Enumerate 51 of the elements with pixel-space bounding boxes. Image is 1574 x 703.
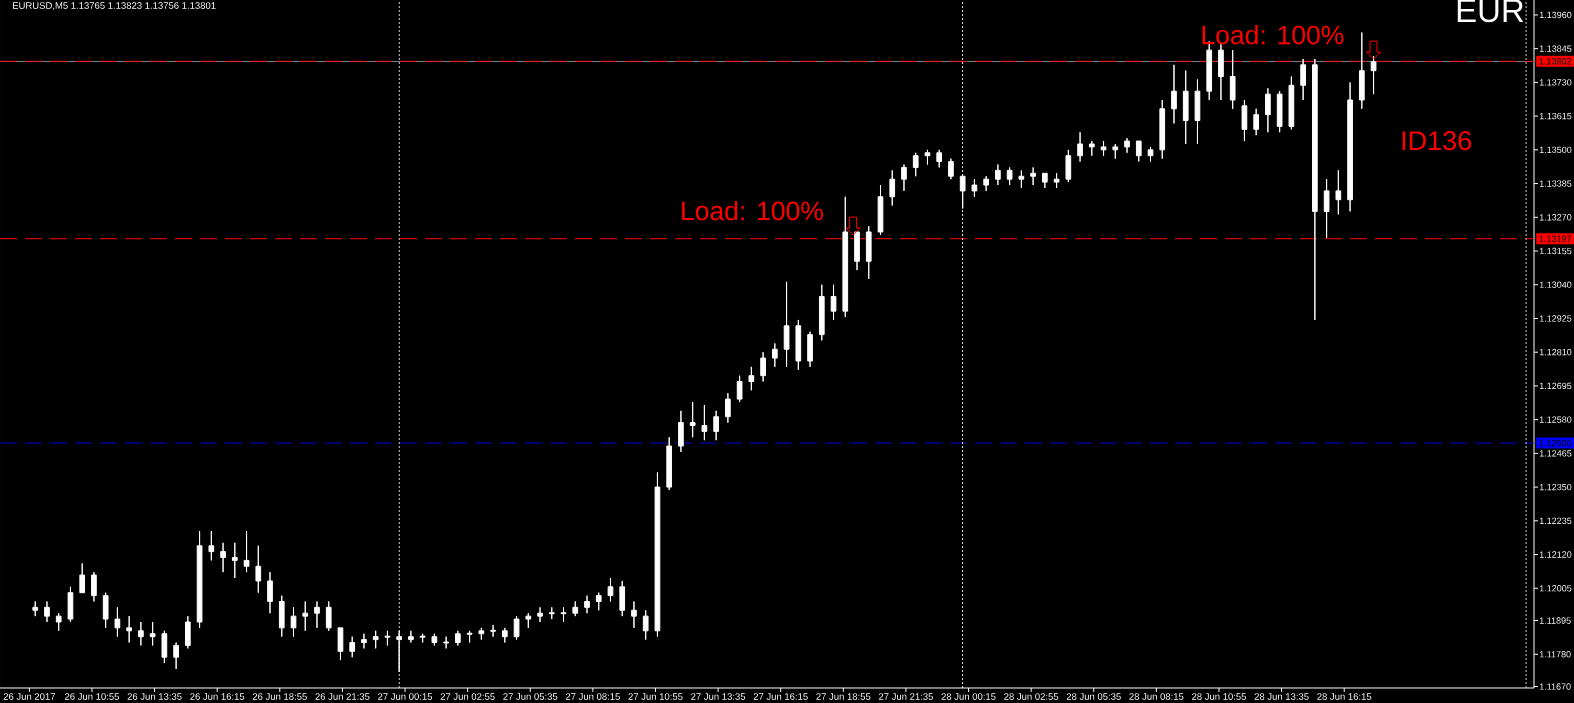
chart-title: EURUSD,M5 1.13765 1.13823 1.13756 1.13801 (13, 2, 216, 11)
x-tick-label: 28 Jun 08:15 (1129, 693, 1184, 700)
x-tick-label: 27 Jun 18:55 (816, 693, 871, 700)
y-tick-label: 1.13845 (1539, 45, 1572, 52)
y-tick-label: 1.12925 (1539, 315, 1572, 322)
x-tick-label: 28 Jun 13:35 (1254, 693, 1309, 700)
y-tick-label: 1.13270 (1539, 214, 1572, 221)
x-tick-label: 26 Jun 2017 (3, 693, 56, 700)
y-tick-label: 1.12695 (1539, 382, 1572, 390)
ref-line-label: 1.12500 (1539, 439, 1572, 447)
x-tick-label: 26 Jun 10:55 (64, 693, 120, 700)
y-tick-label: 1.13500 (1539, 146, 1572, 154)
x-tick-label: 28 Jun 00:15 (941, 693, 996, 700)
y-tick-label: 1.13155 (1539, 247, 1572, 255)
x-tick-label: 26 Jun 18:55 (252, 693, 307, 700)
x-tick-label: 26 Jun 16:15 (190, 693, 245, 700)
y-tick-label: 1.12120 (1539, 551, 1572, 558)
y-tick-label: 1.13730 (1539, 79, 1572, 86)
y-tick-label: 1.11670 (1539, 683, 1571, 690)
x-tick-label: 27 Jun 16:15 (753, 693, 808, 700)
y-tick-label: 1.11780 (1539, 651, 1571, 658)
y-tick-label: 1.12005 (1539, 585, 1572, 592)
annotation: EUR (1457, 0, 1524, 23)
ref-line-label: 1.13197 (1539, 235, 1572, 242)
x-tick-label: 27 Jun 13:35 (691, 693, 746, 700)
y-tick-label: 1.11895 (1539, 617, 1571, 624)
x-tick-label: 26 Jun 21:35 (315, 693, 370, 700)
x-tick-label: 27 Jun 21:35 (878, 693, 933, 700)
y-tick-label: 1.13615 (1539, 112, 1572, 120)
y-tick-label: 1.12465 (1539, 450, 1572, 457)
y-tick-label: 1.13960 (1539, 11, 1572, 19)
y-tick-label: 1.12810 (1539, 349, 1572, 356)
ref-line-label: 1.13802 (1539, 58, 1572, 65)
y-tick-label: 1.12580 (1539, 416, 1572, 423)
x-tick-label: 27 Jun 05:35 (503, 693, 558, 700)
x-tick-label: 28 Jun 16:15 (1317, 693, 1372, 700)
y-tick-label: 1.13385 (1539, 180, 1572, 187)
y-tick-label: 1.12235 (1539, 517, 1572, 525)
x-tick-label: 27 Jun 00:15 (378, 693, 433, 700)
x-tick-label: 28 Jun 02:55 (1004, 693, 1059, 700)
x-tick-label: 28 Jun 10:55 (1191, 693, 1247, 700)
x-tick-label: 27 Jun 10:55 (628, 693, 683, 700)
x-tick-label: 27 Jun 08:15 (565, 693, 620, 700)
x-tick-label: 27 Jun 02:55 (440, 693, 495, 700)
annotation: Load: 100% (1202, 24, 1344, 45)
x-tick-label: 26 Jun 13:35 (127, 693, 182, 700)
annotation: ID136 (1402, 131, 1471, 151)
annotation: Load: 100% (682, 200, 823, 221)
y-tick-label: 1.12350 (1539, 483, 1572, 491)
x-tick-label: 28 Jun 05:35 (1066, 693, 1121, 700)
y-tick-label: 1.13040 (1539, 281, 1572, 288)
